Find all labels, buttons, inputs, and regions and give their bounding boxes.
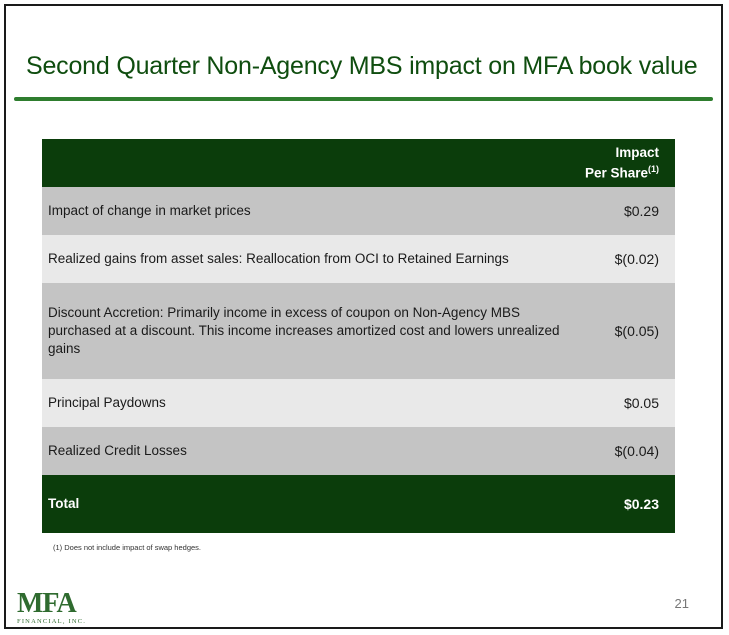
table-row: Realized gains from asset sales: Realloc… <box>42 235 675 283</box>
table-row: Realized Credit Losses $(0.04) <box>42 427 675 475</box>
table-header-row: Impact Per Share(1) <box>42 139 675 187</box>
logo-subtitle: FINANCIAL, INC. <box>17 618 87 625</box>
header-per-share-label: Per Share <box>584 165 648 181</box>
table-row: Discount Accretion: Primarily income in … <box>42 283 675 379</box>
header-impact-label: Impact <box>615 145 659 161</box>
table-row: Impact of change in market prices $0.29 <box>42 187 675 235</box>
row-label: Realized Credit Losses <box>48 443 187 458</box>
row-label: Discount Accretion: Primarily income in … <box>48 305 560 356</box>
logo-wordmark: MFA <box>17 588 77 619</box>
row-value: $(0.05) <box>614 323 659 339</box>
row-value: $0.29 <box>623 203 659 219</box>
row-label: Principal Paydowns <box>48 395 166 410</box>
row-label: Impact of change in market prices <box>48 203 251 218</box>
slide-title: Second Quarter Non-Agency MBS impact on … <box>26 52 698 80</box>
row-value: $0.05 <box>623 395 659 411</box>
page-number: 21 <box>674 596 689 611</box>
row-label: Realized gains from asset sales: Realloc… <box>48 251 509 266</box>
mfa-logo: MFA FINANCIAL, INC. <box>17 588 101 626</box>
header-footnote-marker: (1) <box>648 164 659 175</box>
title-divider <box>14 97 713 101</box>
table-total-row: Total $0.23 <box>42 475 675 533</box>
impact-table: Impact Per Share(1) Impact of change in … <box>42 139 675 533</box>
header-impact-cell: Impact Per Share(1) <box>571 144 675 182</box>
total-value: $0.23 <box>623 496 659 512</box>
total-label: Total <box>48 496 80 511</box>
row-value: $(0.04) <box>614 443 659 459</box>
footnote: (1) Does not include impact of swap hedg… <box>53 543 201 552</box>
table-row: Principal Paydowns $0.05 <box>42 379 675 427</box>
row-value: $(0.02) <box>614 251 659 267</box>
